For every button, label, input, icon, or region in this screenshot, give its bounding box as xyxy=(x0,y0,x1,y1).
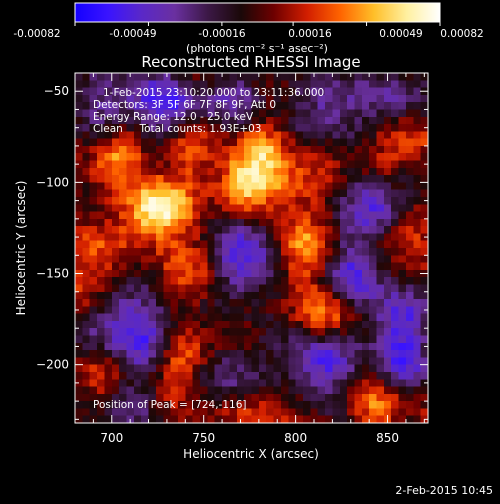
colorbar-tick-label: 0.00049 xyxy=(379,28,422,40)
plot-title: Reconstructed RHESSI Image xyxy=(141,53,360,71)
x-tick-label: 850 xyxy=(376,431,399,445)
info-line-detectors: Detectors: 3F 5F 6F 7F 8F 9F, Att 0 xyxy=(93,99,276,111)
x-tick-label: 700 xyxy=(100,431,123,445)
y-tick-label: −150 xyxy=(36,267,69,281)
y-axis-label: Heliocentric Y (arcsec) xyxy=(14,181,28,316)
y-tick-label: −200 xyxy=(36,358,69,372)
x-tick-label: 800 xyxy=(284,431,307,445)
y-tick-label: −100 xyxy=(36,175,69,189)
colorbar-tick-label: -0.00016 xyxy=(198,28,246,40)
axis-ticks: 700 750 800 850 −50 −100 −150 −200 xyxy=(36,72,428,445)
colorbar xyxy=(74,2,441,23)
y-tick-label: −50 xyxy=(44,84,69,98)
info-line-energy: Energy Range: 12.0 - 25.0 keV xyxy=(93,111,254,123)
info-line-time: 1-Feb-2015 23:10:20.000 to 23:11:36.000 xyxy=(103,87,324,99)
peak-position-label: Position of Peak = [724,-116] xyxy=(93,399,247,411)
colorbar-tick-label: -0.00082 xyxy=(13,28,60,40)
footer-date: 2-Feb-2015 10:45 xyxy=(395,484,493,497)
colorbar-tick-label: 0.00016 xyxy=(288,28,332,40)
colorbar-tick-label: -0.00049 xyxy=(109,28,156,40)
heatmap-image xyxy=(75,73,428,423)
heatmap-area xyxy=(75,73,428,423)
colorbar-units: (photons cm⁻² s⁻¹ asec⁻²) xyxy=(186,42,328,55)
colorbar-ticks: -0.00082 -0.00049 -0.00016 0.00016 0.00049 0.… xyxy=(13,22,484,40)
colorbar-tick-label: 0.00082 xyxy=(440,28,483,40)
x-axis-label: Heliocentric X (arcsec) xyxy=(183,447,319,461)
info-line-clean: Clean Total counts: 1.93E+03 xyxy=(93,123,262,135)
plot-frame xyxy=(74,72,429,424)
x-tick-label: 750 xyxy=(192,431,215,445)
